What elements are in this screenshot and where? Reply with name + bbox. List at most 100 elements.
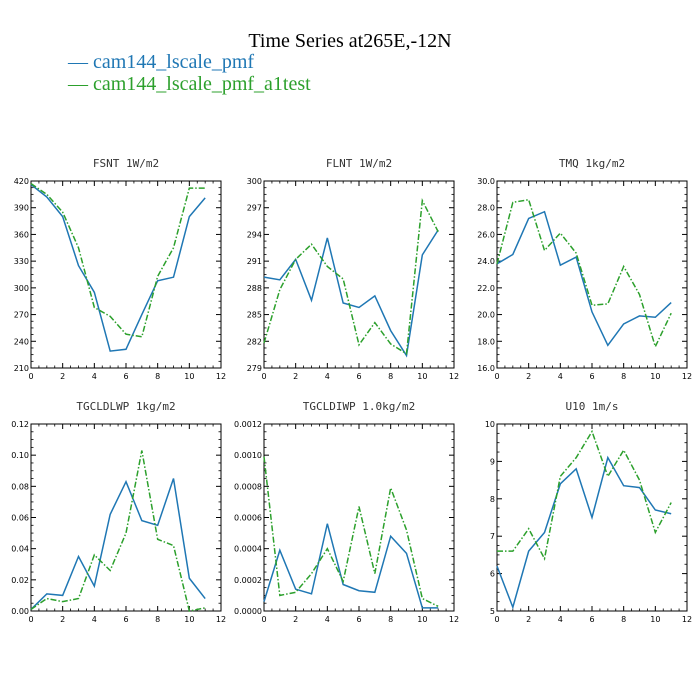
legend-entry-1: — cam144_lscale_pmf (67, 51, 254, 73)
x-tick-label: 2 (60, 615, 65, 624)
y-tick-label: 291 (247, 257, 262, 266)
legend-entry-2: — cam144_lscale_pmf_a1test (67, 73, 311, 95)
y-tick-label: 30.0 (477, 177, 495, 186)
x-tick-label: 12 (449, 615, 459, 624)
y-tick-label: 297 (247, 204, 262, 213)
y-tick-label: 282 (247, 337, 262, 346)
panel-1: FSNT 1W/m2 0 2 4 6 8 10 12 210 240 270 300 330 360 390… (14, 157, 226, 381)
axes-frame (263, 180, 455, 369)
y-tick-label: 390 (14, 204, 29, 213)
x-tick-label: 4 (92, 372, 97, 381)
axes-frame (496, 180, 688, 369)
x-tick-label: 0 (494, 615, 499, 624)
x-tick-label: 10 (184, 372, 194, 381)
x-tick-label: 4 (92, 615, 97, 624)
x-tick-label: 12 (449, 372, 459, 381)
y-tick-label: 22.0 (477, 284, 495, 293)
y-tick-label: 28.0 (477, 204, 495, 213)
y-tick-label: 6 (490, 570, 495, 579)
x-tick-label: 8 (388, 372, 393, 381)
y-tick-label: 0.10 (11, 451, 29, 460)
x-tick-label: 6 (589, 615, 594, 624)
x-tick-label: 2 (60, 372, 65, 381)
y-tick-label: 270 (14, 311, 29, 320)
y-tick-label: 0.0000 (234, 607, 262, 616)
y-tick-label: 0.00 (11, 607, 29, 616)
x-tick-label: 10 (184, 615, 194, 624)
y-tick-label: 294 (247, 230, 262, 239)
x-tick-label: 4 (325, 372, 330, 381)
y-tick-label: 279 (247, 364, 262, 373)
y-tick-label: 210 (14, 364, 29, 373)
y-tick-label: 0.08 (11, 482, 29, 491)
y-tick-label: 7 (490, 532, 495, 541)
y-tick-label: 420 (14, 177, 29, 186)
y-tick-label: 0.02 (11, 576, 29, 585)
panel-title: TMQ 1kg/m2 (559, 157, 625, 170)
x-tick-label: 6 (589, 372, 594, 381)
panel-5: TGCLDIWP 1.0kg/m2 0 2 4 6 8 10 12 0.0000 0.0002 0.… (234, 400, 459, 624)
x-tick-label: 2 (293, 615, 298, 624)
series-line-2 (30, 183, 206, 338)
y-tick-label: 288 (247, 284, 262, 293)
x-tick-label: 0 (261, 615, 266, 624)
x-tick-label: 2 (526, 372, 531, 381)
y-tick-label: 20.0 (477, 311, 495, 320)
panel-title: TGCLDIWP 1.0kg/m2 (303, 400, 416, 413)
x-tick-label: 10 (417, 372, 427, 381)
panel-6: U10 1m/s 0 2 4 6 8 10 12 5 6 7 8 9 10 (485, 400, 692, 624)
series-line-1 (263, 523, 439, 609)
panels: FSNT 1W/m20 2 4 6 8 10 12210240270300330360390… (11, 157, 692, 624)
y-tick-label: 9 (490, 457, 495, 466)
x-tick-label: 12 (216, 615, 226, 624)
chart-title: Time Series at265E,-12N (248, 30, 451, 52)
y-tick-label: 18.0 (477, 337, 495, 346)
y-tick-label: 330 (14, 257, 29, 266)
x-tick-label: 10 (417, 615, 427, 624)
series-line-2 (496, 198, 672, 349)
y-tick-label: 8 (490, 495, 495, 504)
series-line-1 (496, 210, 672, 347)
x-tick-label: 6 (356, 615, 361, 624)
series-line-1 (30, 478, 206, 610)
x-tick-label: 6 (356, 372, 361, 381)
panel-title: TGCLDLWP 1kg/m2 (76, 400, 175, 413)
x-tick-label: 12 (682, 372, 692, 381)
y-tick-label: 26.0 (477, 230, 495, 239)
y-tick-label: 16.0 (477, 364, 495, 373)
y-tick-label: 300 (14, 284, 29, 293)
y-tick-label: 0.0002 (234, 576, 262, 585)
x-tick-label: 8 (155, 615, 160, 624)
x-tick-label: 2 (526, 615, 531, 624)
y-tick-label: 24.0 (477, 257, 495, 266)
x-tick-label: 0 (261, 372, 266, 381)
x-tick-label: 8 (155, 372, 160, 381)
series-line-1 (30, 183, 206, 352)
x-tick-label: 0 (28, 372, 33, 381)
y-tick-label: 0.0008 (234, 482, 262, 491)
panel-2: FLNT 1W/m2 0 2 4 6 8 10 12 279 282 285 288 291 294 297… (247, 157, 459, 381)
x-tick-label: 8 (621, 615, 626, 624)
y-tick-label: 360 (14, 230, 29, 239)
panel-title: U10 1m/s (566, 400, 619, 413)
y-tick-label: 300 (247, 177, 262, 186)
panel-4: TGCLDLWP 1kg/m2 0 2 4 6 8 10 12 0.00 0.02 0.04 0.06… (11, 400, 226, 624)
x-tick-label: 8 (388, 615, 393, 624)
x-tick-label: 4 (325, 615, 330, 624)
y-tick-label: 5 (490, 607, 495, 616)
y-tick-label: 0.04 (11, 545, 29, 554)
x-tick-label: 8 (621, 372, 626, 381)
x-tick-label: 0 (28, 615, 33, 624)
x-tick-label: 12 (682, 615, 692, 624)
series-line-2 (263, 456, 439, 608)
x-tick-label: 4 (558, 372, 563, 381)
y-tick-label: 0.0012 (234, 420, 262, 429)
series-line-2 (30, 450, 206, 612)
x-tick-label: 2 (293, 372, 298, 381)
panel-title: FSNT 1W/m2 (93, 157, 159, 170)
series-line-1 (263, 229, 439, 358)
y-tick-label: 285 (247, 311, 262, 320)
x-tick-label: 6 (123, 372, 128, 381)
y-tick-label: 0.0006 (234, 514, 262, 523)
